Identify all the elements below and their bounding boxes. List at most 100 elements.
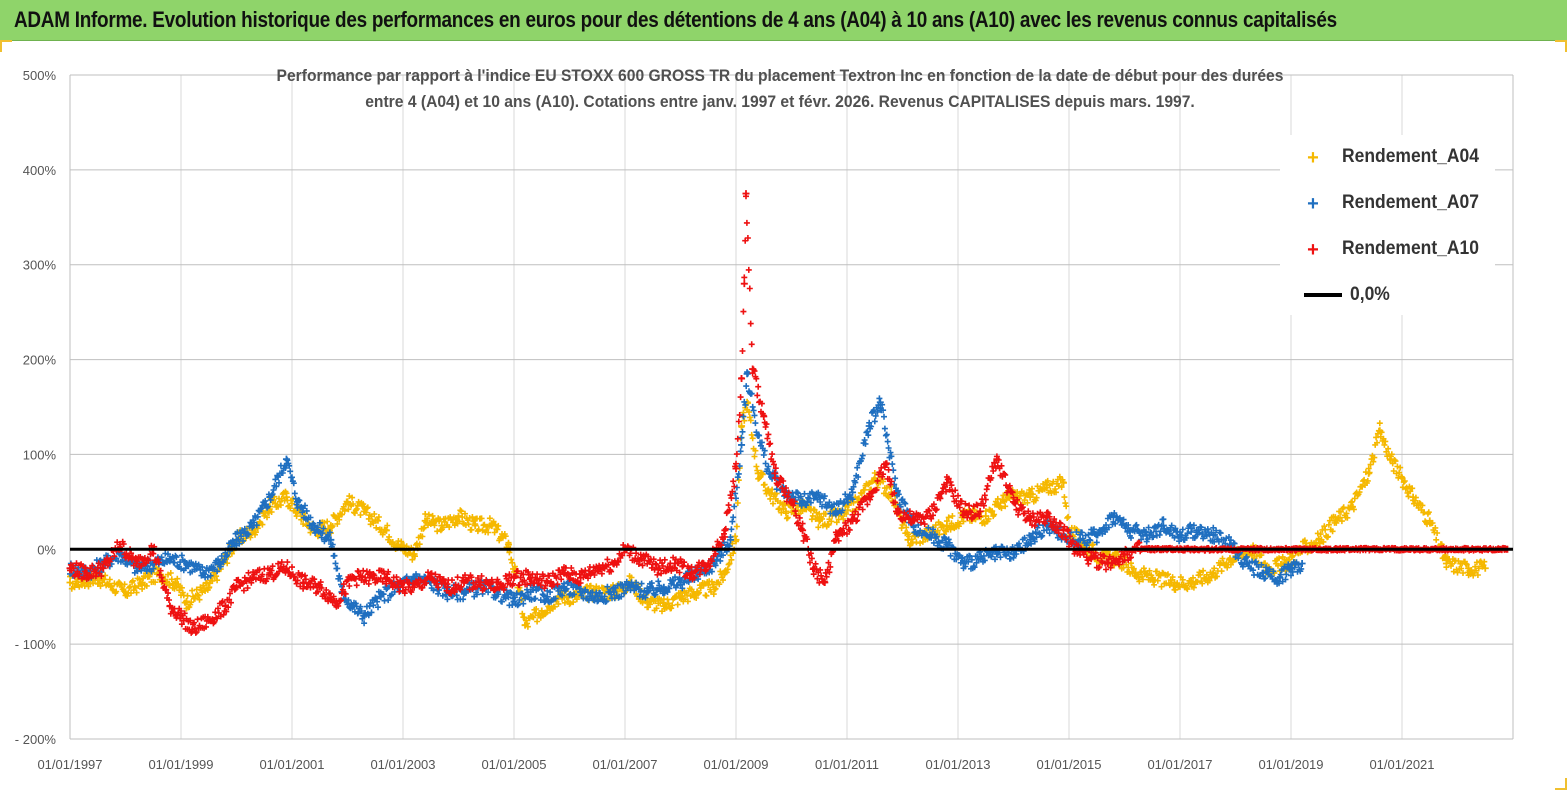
data-point: [66, 564, 74, 572]
data-point: [1348, 503, 1356, 511]
data-point: [138, 578, 146, 586]
data-point: [294, 498, 302, 506]
data-point: [233, 583, 240, 591]
legend-item-zero: 0,0%: [1280, 281, 1495, 311]
data-point: [743, 370, 751, 378]
x-tick-label: 01/01/2009: [703, 757, 768, 772]
data-point: [177, 612, 185, 620]
data-point: [66, 578, 74, 586]
data-point: [893, 507, 901, 515]
data-point: [1026, 536, 1034, 544]
data-point: [849, 517, 857, 525]
y-tick-label: 200%: [23, 353, 57, 368]
series-rendement-a07: [66, 369, 1306, 627]
data-point: [521, 621, 529, 629]
data-point: [832, 507, 840, 515]
data-point: [1209, 569, 1217, 577]
data-point: [799, 498, 807, 506]
data-point: [810, 564, 818, 572]
data-point: [1365, 469, 1373, 477]
data-point: [460, 588, 468, 596]
data-point: [1176, 531, 1184, 539]
data-point: [188, 626, 196, 634]
data-point: [693, 588, 701, 596]
data-point: [122, 588, 129, 596]
data-point: [749, 365, 757, 373]
data-point: [233, 536, 240, 544]
data-point: [1465, 564, 1473, 572]
data-point: [1187, 578, 1195, 586]
data-point: [742, 190, 750, 198]
y-tick-label: 0%: [37, 542, 56, 557]
data-point: [1026, 493, 1034, 501]
data-point: [510, 597, 518, 605]
data-point: [299, 578, 307, 586]
data-point: [1387, 455, 1395, 463]
data-point: [910, 517, 918, 525]
series: [66, 190, 1513, 636]
data-point: [1010, 498, 1017, 506]
series-rendement-a04: [66, 398, 1489, 630]
data-point: [821, 578, 829, 586]
data-point: [876, 398, 884, 406]
y-tick-label: - 100%: [15, 637, 57, 652]
x-tick-label: 01/01/1997: [37, 757, 102, 772]
data-point: [643, 588, 651, 596]
data-point: [360, 612, 368, 620]
legend-item-a10: + Rendement_A10: [1280, 235, 1495, 265]
data-point: [327, 522, 335, 530]
data-point: [671, 560, 679, 568]
data-point: [560, 583, 568, 591]
data-point: [704, 560, 712, 568]
data-point: [477, 578, 485, 586]
legend-marker-a10: +: [1307, 239, 1319, 261]
data-point: [332, 597, 340, 605]
y-tick-label: 300%: [23, 258, 57, 273]
data-point: [1276, 574, 1284, 582]
data-point: [788, 498, 795, 506]
data-point: [1104, 560, 1112, 568]
data-point: [1087, 555, 1095, 563]
x-tick-label: 01/01/2005: [481, 757, 546, 772]
x-tick-label: 01/01/2019: [1258, 757, 1323, 772]
x-tick-label: 01/01/2013: [925, 757, 990, 772]
data-point: [1059, 526, 1067, 534]
data-point: [471, 522, 479, 530]
data-point: [183, 597, 191, 605]
legend-zero-line: [1304, 293, 1342, 297]
data-point: [1426, 517, 1434, 525]
scatter-chart: 01/01/1997 01/01/1999 01/01/2001 01/01/2003…: [15, 68, 1514, 772]
data-point: [660, 602, 668, 610]
corner-mark-top-left: [0, 40, 12, 52]
data-point: [982, 512, 990, 520]
data-point: [538, 607, 546, 615]
data-point: [116, 541, 124, 549]
data-point: [993, 550, 1001, 558]
data-point: [1315, 536, 1323, 544]
data-point: [282, 493, 290, 501]
data-point: [943, 541, 951, 549]
legend-label-a04: Rendement_A04: [1342, 146, 1479, 167]
data-point: [166, 555, 174, 563]
data-point: [610, 560, 618, 568]
data-point: [882, 460, 890, 468]
data-point: [710, 583, 718, 591]
data-point: [1170, 578, 1178, 586]
y-tick-label: 400%: [23, 163, 57, 178]
data-point: [282, 564, 290, 572]
chart-title-line-2: entre 4 (A04) et 10 ans (A10). Cotations…: [365, 92, 1195, 111]
data-point: [360, 507, 368, 515]
data-point: [976, 555, 984, 563]
data-point: [1043, 484, 1051, 492]
chart-title-line-1: Performance par rapport à l'indice EU ST…: [276, 66, 1284, 85]
data-point: [593, 593, 601, 601]
data-point: [421, 517, 429, 525]
data-point: [382, 574, 390, 582]
data-point: [688, 569, 696, 577]
data-point: [1093, 531, 1101, 539]
x-tick-label: 01/01/2003: [370, 757, 435, 772]
data-point: [1398, 474, 1406, 482]
data-point: [205, 583, 213, 591]
data-point: [1059, 479, 1067, 487]
banner: ADAM Informe. Evolution historique des p…: [0, 0, 1567, 41]
